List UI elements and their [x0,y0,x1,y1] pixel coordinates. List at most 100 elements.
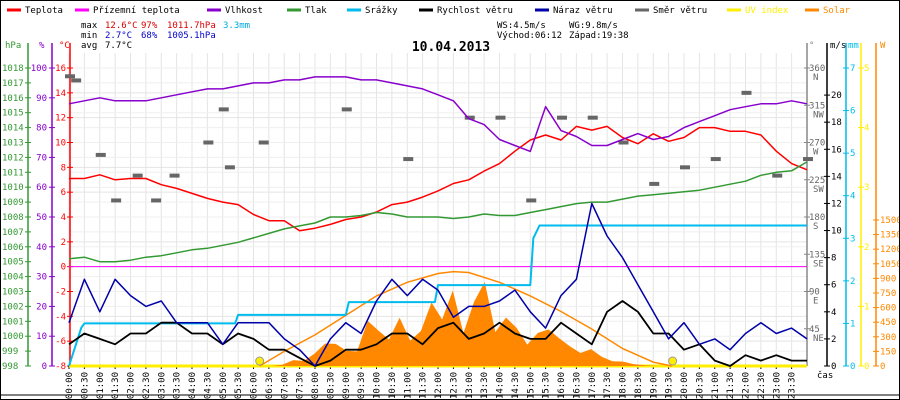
tick-label-rain: 1 [850,319,855,329]
tick-label-time: 08:30 [326,372,336,399]
tick-label-pressure: 1005 [2,258,24,268]
chart-title: 10.04.2013 [412,40,490,55]
tick-label-solar: 150 [880,347,896,357]
stats-max-press: 1011.7hPa [167,21,216,31]
tick-label-humidity: 70 [36,153,47,163]
tick-label-time: 08:00 [311,372,321,399]
tick-label-wind: 18 [831,118,842,128]
axis-humidity-unit: % [39,41,45,51]
tick-label-wind: 14 [831,172,842,182]
wind-direction-mark [680,165,690,170]
tick-label-wind: 2 [831,335,836,345]
tick-label-solar: 450 [880,318,896,328]
tick-label-direction-name: SW [813,185,824,195]
tick-label-time: 12:00 [434,372,444,399]
tick-label-time: 13:00 [465,372,475,399]
tick-label-direction: 135 [809,250,825,260]
tick-label-pressure: 1011 [2,168,24,178]
tick-label-time: 22:30 [757,372,767,399]
tick-label-pressure: 998 [2,362,18,372]
tick-label-pressure: 1014 [2,124,24,134]
tick-label-time: 19:00 [649,372,659,399]
stats-min-hum: 68% [141,31,158,41]
wind-direction-mark [803,157,813,162]
tick-label-wind: 16 [831,145,842,155]
wind-direction-mark [95,152,106,157]
wind-direction-mark [341,107,352,112]
tick-label-direction: 225 [809,176,825,186]
wind-direction-mark [587,115,598,120]
tick-label-time: 02:30 [142,372,152,399]
tick-label-wind: 4 [831,308,836,318]
tick-label-rain: 3 [850,234,855,244]
tick-label-time: 04:00 [188,372,198,399]
tick-label-time: 01:00 [96,372,106,399]
tick-label-time: 07:00 [280,372,290,399]
tick-label-direction: 270 [809,139,825,149]
tick-label-time: 09:30 [357,372,367,399]
wind-direction-mark [772,173,783,178]
tick-label-time: 03:30 [173,372,183,399]
tick-label-pressure: 1003 [2,288,24,298]
stats-max-temp: 12.6°C [105,21,138,31]
tick-label-time: 00:30 [80,372,90,399]
tick-label-time: 19:30 [665,372,675,399]
tick-label-pressure: 1017 [2,79,24,89]
solar-curve [259,270,672,367]
tick-label-wind: 12 [831,199,842,209]
wind-direction-mark [203,140,214,145]
tick-label-time: 00:00 [65,372,75,399]
wind-direction-mark [464,115,475,120]
legend-label-6: Náraz větru [553,6,613,16]
tick-label-humidity: 50 [36,213,47,223]
wind-direction-mark [403,157,414,162]
legend-label-7: Směr větru [653,6,707,16]
tick-label-time: 23:00 [772,372,782,399]
tick-label-temperature: 4 [61,213,66,223]
tick-label-temperature: -8 [55,362,66,372]
tick-label-solar: 750 [880,289,896,299]
axis-pressure-unit: hPa [5,41,21,51]
tick-label-time: 05:30 [234,372,244,399]
tick-label-temperature: 14 [55,89,66,99]
tick-label-time: 23:30 [788,372,798,399]
series-rain-line [68,224,807,367]
stats-max-rain: 3.3mm [223,21,250,31]
tick-label-pressure: 1012 [2,153,24,163]
stats-sunset: Západ:19:38 [569,31,629,41]
tick-label-time: 15:30 [542,372,552,399]
legend-label-5: Rychlost větru [437,6,513,16]
tick-label-solar: 0 [880,362,885,372]
tick-label-time: 15:00 [526,372,536,399]
tick-label-direction-name: SE [813,259,824,269]
axis-direction-unit: ° [809,41,814,51]
tick-label-time: 22:00 [742,372,752,399]
tick-label-wind: 8 [831,254,836,264]
legend-label-0: Teplota [25,6,63,16]
tick-label-time: 18:00 [619,372,629,399]
tick-label-pressure: 1007 [2,228,24,238]
tick-label-rain: 6 [850,107,855,117]
tick-label-time: 10:30 [388,372,398,399]
tick-label-time: 14:30 [511,372,521,399]
tick-label-time: 06:00 [250,372,260,399]
wind-direction-mark [169,173,180,178]
tick-label-solar: 600 [880,304,896,314]
tick-label-humidity: 90 [36,94,47,104]
tick-label-direction: 315 [809,101,825,111]
wind-direction-mark [741,90,752,95]
tick-label-temperature: 16 [55,64,66,74]
tick-label-solar: 1200 [880,245,899,255]
tick-label-rain: 4 [850,192,855,202]
tick-label-direction-name: W [813,148,819,158]
tick-label-rain: 7 [850,64,855,74]
sunset-marker [668,356,678,366]
stats-sunrise: Východ:06:12 [497,31,562,41]
wind-direction-mark [218,107,229,112]
tick-label-solar: 900 [880,274,896,284]
tick-label-direction-name: N [813,73,818,83]
wind-direction-mark [618,140,629,145]
legend-label-8: UV index [745,6,789,16]
solar-area [271,282,666,366]
